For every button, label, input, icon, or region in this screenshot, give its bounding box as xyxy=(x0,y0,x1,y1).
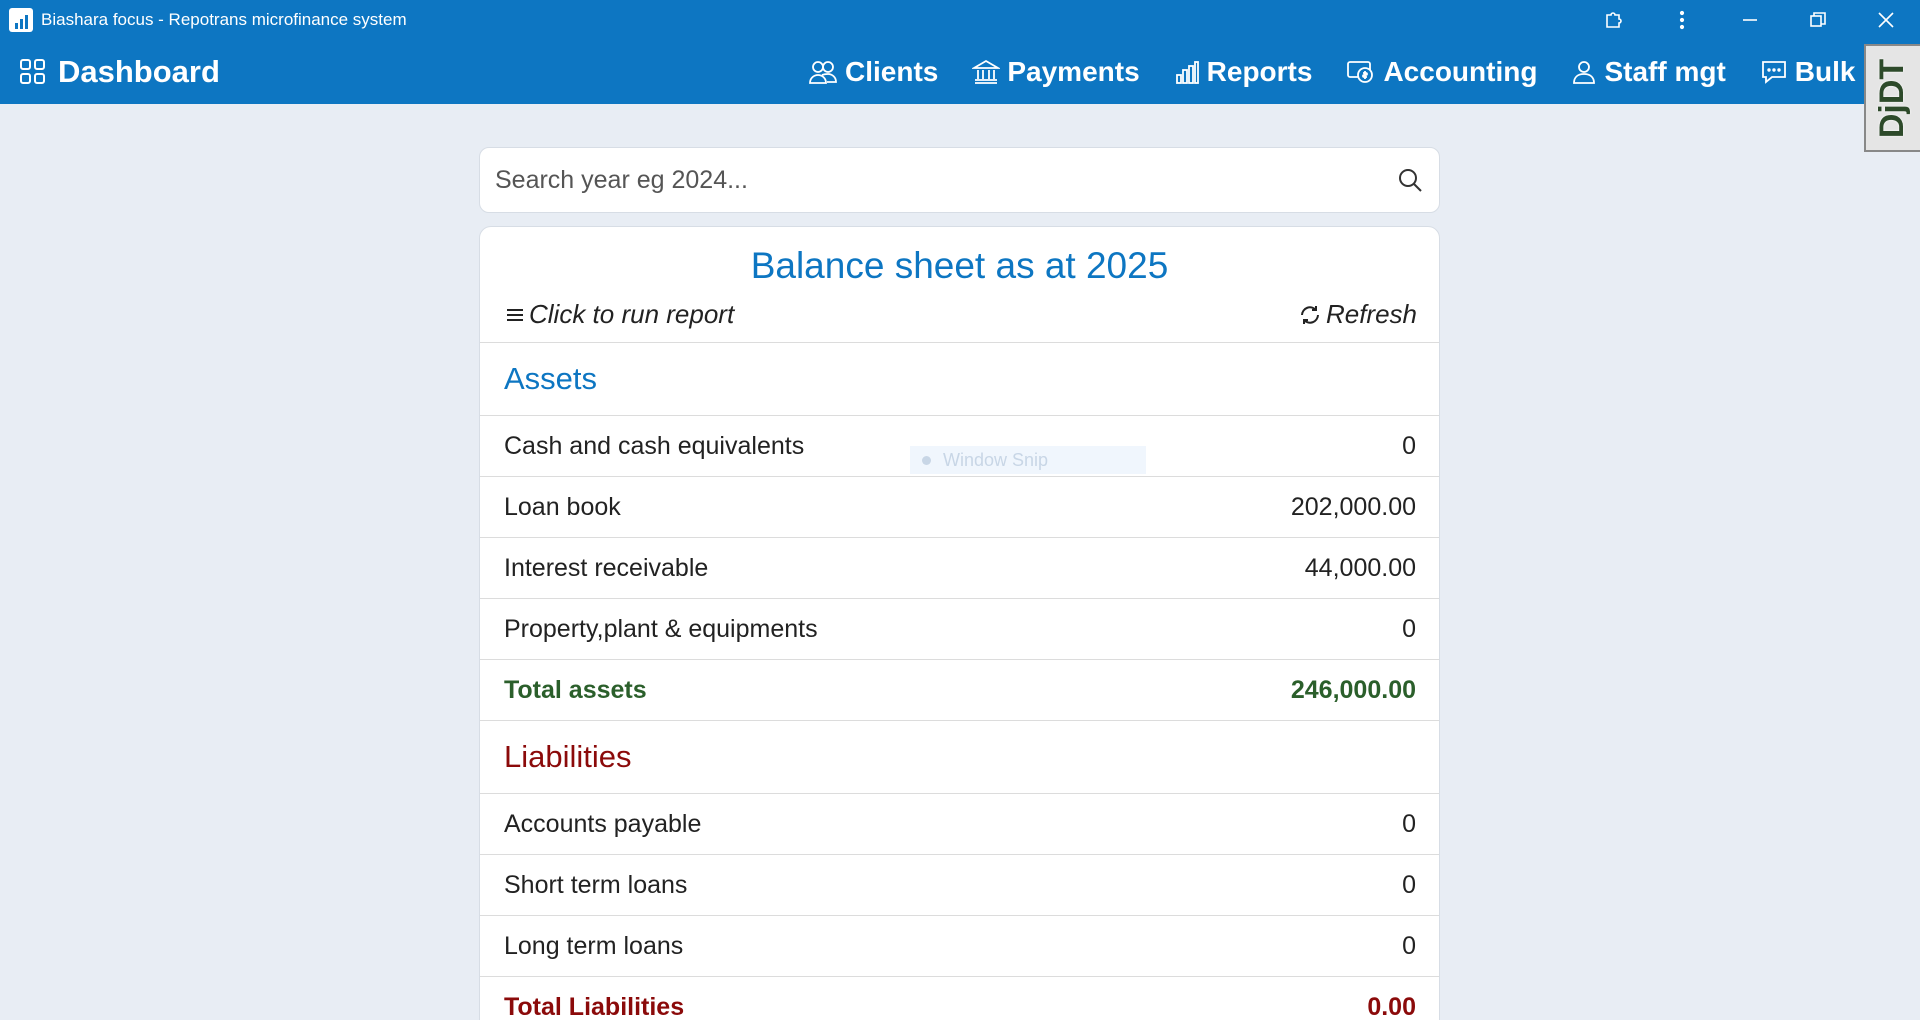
nav-label: Clients xyxy=(845,56,939,87)
app-logo-icon xyxy=(9,8,33,32)
grid-icon xyxy=(20,59,45,84)
dashboard-link[interactable]: Dashboard xyxy=(18,40,220,104)
debug-toolbar-handle[interactable]: DjDT xyxy=(1864,44,1920,152)
report-actions: Click to run report Refresh xyxy=(480,287,1439,343)
row-value: 0 xyxy=(1402,614,1416,643)
window-title: Biashara focus - Repotrans microfinance … xyxy=(41,10,407,29)
nav-item-clients[interactable]: Clients xyxy=(808,56,938,88)
balance-sheet-card: Balance sheet as at 2025 Click to run re… xyxy=(479,226,1440,1020)
table-row: Loan book 202,000.00 xyxy=(480,477,1439,538)
total-liabilities-row: Total Liabilities 0.00 xyxy=(480,977,1439,1020)
table-row: Accounts payable 0 xyxy=(480,794,1439,855)
nav-item-accounting[interactable]: Accounting xyxy=(1346,56,1537,88)
row-label: Loan book xyxy=(504,492,621,521)
refresh-button[interactable]: Refresh xyxy=(1298,299,1417,330)
person-icon xyxy=(1573,61,1596,84)
chat-icon xyxy=(1761,61,1786,84)
window-titlebar: Biashara focus - Repotrans microfinance … xyxy=(0,0,1920,40)
refresh-icon xyxy=(1300,305,1319,324)
nav-menu: Clients Payments Reports Accounting Staf… xyxy=(808,40,1920,104)
refresh-label: Refresh xyxy=(1325,299,1417,329)
total-assets-label: Total assets xyxy=(504,675,647,704)
close-button[interactable] xyxy=(1852,0,1920,40)
total-liabilities-label: Total Liabilities xyxy=(504,992,685,1020)
row-value: 44,000.00 xyxy=(1304,553,1416,582)
minimize-button[interactable] xyxy=(1716,0,1784,40)
row-value: 0 xyxy=(1402,870,1416,899)
total-liabilities-value: 0.00 xyxy=(1367,992,1416,1020)
search-icon xyxy=(1399,169,1422,192)
extensions-icon[interactable] xyxy=(1580,0,1648,40)
snip-label: Window Snip xyxy=(943,449,1049,470)
row-label: Cash and cash equivalents xyxy=(504,431,805,460)
window-snip-overlay: Window Snip xyxy=(910,446,1146,474)
nav-label: Payments xyxy=(1007,56,1140,87)
nav-item-payments[interactable]: Payments xyxy=(972,56,1140,88)
nav-item-staff[interactable]: Staff mgt xyxy=(1571,56,1726,88)
nav-label: Staff mgt xyxy=(1604,56,1726,87)
search-button[interactable] xyxy=(1381,148,1439,212)
snip-dot-icon xyxy=(922,455,931,465)
assets-heading: Assets xyxy=(480,343,1439,416)
row-value: 0 xyxy=(1402,431,1416,460)
run-report-label: Click to run report xyxy=(529,299,735,329)
liabilities-heading: Liabilities xyxy=(480,721,1439,794)
window-controls xyxy=(1580,0,1920,40)
debug-toolbar-label: DjDT xyxy=(1873,58,1912,138)
menu-icon xyxy=(507,308,523,321)
table-row: Cash and cash equivalents 0 xyxy=(480,416,1439,477)
more-options-icon[interactable] xyxy=(1648,0,1716,40)
row-label: Interest receivable xyxy=(504,553,709,582)
users-icon xyxy=(809,61,837,84)
row-value: 0 xyxy=(1402,931,1416,960)
nav-item-reports[interactable]: Reports xyxy=(1174,56,1313,88)
table-row: Long term loans 0 xyxy=(480,916,1439,977)
bar-chart-icon xyxy=(1175,61,1199,84)
table-row: Short term loans 0 xyxy=(480,855,1439,916)
dashboard-label: Dashboard xyxy=(58,54,220,89)
row-value: 0 xyxy=(1402,809,1416,838)
total-assets-row: Total assets 246,000.00 xyxy=(480,660,1439,721)
row-label: Short term loans xyxy=(504,870,688,899)
year-search-bar xyxy=(479,147,1440,213)
table-row: Interest receivable 44,000.00 xyxy=(480,538,1439,599)
row-label: Long term loans xyxy=(504,931,684,960)
restore-button[interactable] xyxy=(1784,0,1852,40)
row-label: Property,plant & equipments xyxy=(504,614,818,643)
cash-icon xyxy=(1347,61,1374,83)
row-label: Accounts payable xyxy=(504,809,702,838)
table-row: Property,plant & equipments 0 xyxy=(480,599,1439,660)
nav-label: Reports xyxy=(1206,56,1313,87)
bank-icon xyxy=(972,59,1001,84)
main-navbar: Dashboard Clients Payments Reports Accou… xyxy=(0,40,1920,104)
total-assets-value: 246,000.00 xyxy=(1290,675,1416,704)
nav-label: Accounting xyxy=(1383,56,1538,87)
row-value: 202,000.00 xyxy=(1290,492,1416,521)
run-report-button[interactable]: Click to run report xyxy=(505,299,734,330)
year-search-input[interactable] xyxy=(480,148,1381,212)
report-title: Balance sheet as at 2025 xyxy=(750,245,1169,286)
